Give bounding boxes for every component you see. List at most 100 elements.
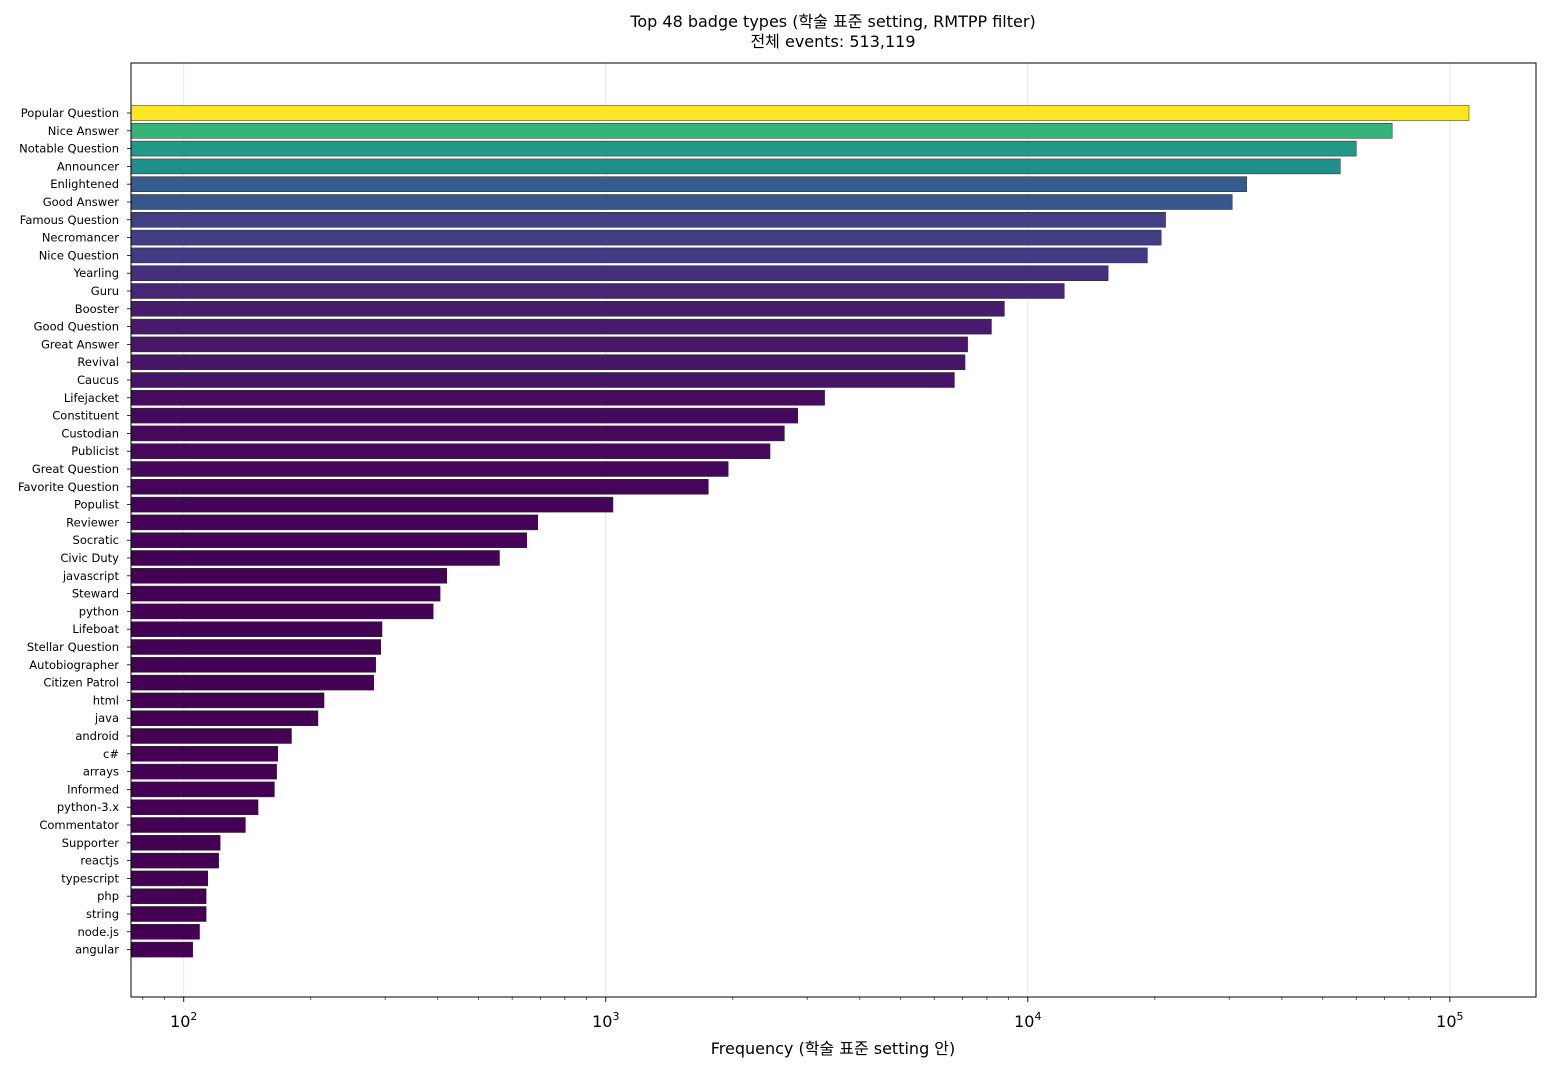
bar-2: [130, 140, 1357, 157]
bar-26: [130, 568, 448, 584]
bar-29: [130, 621, 383, 637]
bar-38: [130, 781, 275, 798]
category-label-3: Announcer: [57, 159, 119, 173]
bar-47: [130, 941, 193, 958]
category-label-6: Famous Question: [20, 213, 119, 227]
plot-area-frame: [130, 62, 1537, 998]
x-axis-label: Frequency (학술 표준 setting 안): [711, 1039, 956, 1058]
category-label-2: Notable Question: [19, 142, 119, 156]
category-label-46: node.js: [77, 925, 119, 939]
bar-9: [130, 265, 1109, 281]
bar-44: [130, 888, 207, 904]
category-label-27: Steward: [72, 587, 119, 601]
bar-18: [130, 425, 785, 442]
bar-45: [130, 906, 207, 922]
category-label-14: Revival: [77, 355, 119, 369]
x-tick-label-3: 105: [1436, 1010, 1463, 1031]
category-label-8: Nice Question: [39, 248, 119, 262]
bar-42: [130, 852, 219, 869]
bar-39: [130, 799, 259, 815]
category-label-21: Favorite Question: [18, 480, 119, 494]
bar-32: [130, 674, 375, 691]
bar-16: [130, 390, 825, 406]
category-label-25: Civic Duty: [60, 551, 119, 565]
category-label-10: Guru: [91, 284, 119, 298]
bar-19: [130, 443, 771, 459]
bar-10: [130, 283, 1065, 299]
x-tick-labels: 102 103 104 105: [142, 997, 1464, 1031]
category-label-19: Publicist: [71, 444, 119, 458]
bar-41: [130, 835, 221, 851]
category-label-24: Socratic: [73, 533, 119, 547]
category-label-23: Reviewer: [66, 515, 119, 529]
category-label-18: Custodian: [61, 426, 119, 440]
bar-1: [130, 123, 1393, 139]
bar-3: [130, 158, 1341, 175]
y-tick-labels: Popular Question Nice Answer Notable Quest…: [18, 106, 131, 957]
category-label-38: Informed: [67, 782, 119, 796]
bar-12: [130, 318, 992, 335]
bar-4: [130, 176, 1247, 192]
x-tick-label-0: 102: [170, 1010, 197, 1031]
category-label-26: javascript: [62, 569, 120, 583]
bar-46: [130, 924, 200, 940]
bar-8: [130, 247, 1148, 264]
category-label-17: Constituent: [52, 409, 119, 423]
category-label-1: Nice Answer: [48, 124, 119, 138]
bar-40: [130, 817, 246, 833]
category-label-13: Great Answer: [41, 337, 119, 351]
bar-7: [130, 229, 1162, 246]
category-label-40: Commentator: [39, 818, 119, 832]
bar-24: [130, 532, 528, 548]
bar-14: [130, 354, 966, 370]
category-label-41: Supporter: [62, 836, 120, 850]
bar-31: [130, 657, 376, 673]
bar-5: [130, 194, 1233, 210]
bar-25: [130, 550, 500, 566]
bar-27: [130, 585, 441, 602]
bar-28: [130, 603, 434, 620]
category-label-39: python-3.x: [57, 800, 119, 814]
category-label-5: Good Answer: [43, 195, 120, 209]
bar-33: [130, 692, 325, 709]
category-label-44: php: [97, 889, 119, 903]
chart-title: Top 48 badge types (학술 표준 setting, RMTPP…: [629, 12, 1035, 31]
bar-36: [130, 746, 278, 762]
category-label-16: Lifejacket: [64, 391, 120, 405]
bar-17: [130, 407, 798, 424]
bar-43: [130, 870, 208, 887]
category-label-32: Citizen Patrol: [43, 676, 119, 690]
chart-subtitle: 전체 events: 513,119: [750, 32, 915, 51]
bar-34: [130, 710, 319, 726]
category-label-15: Caucus: [77, 373, 119, 387]
bar-13: [130, 336, 968, 353]
bar-37: [130, 763, 277, 780]
category-label-22: Populist: [74, 498, 120, 512]
category-label-20: Great Question: [32, 462, 119, 476]
bar-20: [130, 461, 729, 477]
x-tick-label-2: 104: [1014, 1010, 1041, 1031]
bar-21: [130, 479, 709, 495]
bar-23: [130, 514, 539, 531]
category-label-31: Autobiographer: [29, 658, 119, 672]
category-label-9: Yearling: [73, 266, 119, 280]
category-label-11: Booster: [75, 302, 120, 316]
bar-15: [130, 372, 955, 388]
category-label-29: Lifeboat: [72, 622, 119, 636]
category-label-47: angular: [75, 943, 119, 957]
category-label-36: c#: [103, 747, 119, 761]
bar-35: [130, 728, 292, 744]
category-label-33: html: [93, 693, 119, 707]
category-label-35: android: [75, 729, 119, 743]
category-label-7: Necromancer: [42, 231, 119, 245]
category-label-4: Enlightened: [50, 177, 119, 191]
category-label-30: Stellar Question: [27, 640, 119, 654]
category-label-42: reactjs: [80, 854, 119, 868]
bar-6: [130, 212, 1166, 228]
bar-30: [130, 639, 382, 655]
category-label-12: Good Question: [34, 320, 119, 334]
category-label-34: java: [94, 711, 119, 725]
category-label-0: Popular Question: [21, 106, 119, 120]
bar-22: [130, 496, 614, 513]
